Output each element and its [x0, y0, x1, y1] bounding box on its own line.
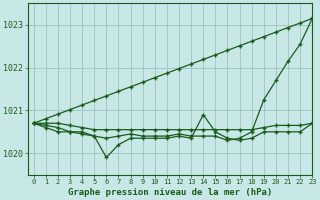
X-axis label: Graphe pression niveau de la mer (hPa): Graphe pression niveau de la mer (hPa): [68, 188, 272, 197]
